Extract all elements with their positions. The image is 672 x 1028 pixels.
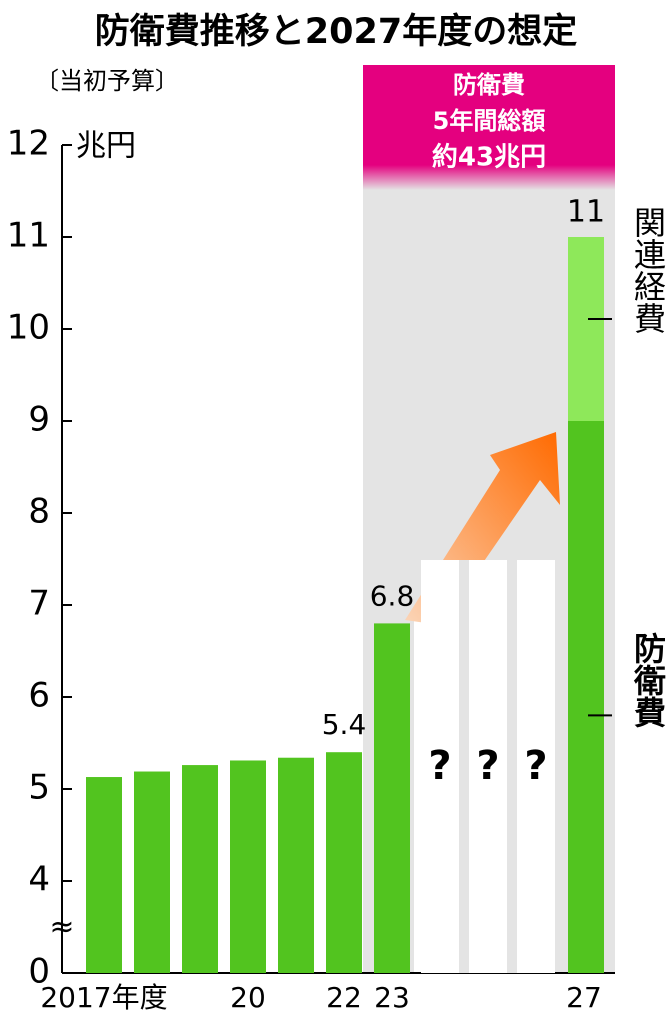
bar — [568, 237, 604, 421]
y-tick-label: 10 — [7, 308, 50, 348]
y-tick-label: 5 — [28, 768, 50, 808]
x-tick-label: 23 — [374, 981, 410, 1014]
total-label: 11 — [567, 195, 605, 230]
value-label: 6.8 — [370, 579, 415, 612]
chart-title: 防衛費推移と2027年度の想定 — [95, 12, 577, 52]
y-tick-label: 6 — [28, 676, 50, 716]
y-axis-label: 兆円 — [76, 129, 136, 164]
legend-label: 関連経費 — [629, 206, 667, 334]
missing-marker: ? — [428, 743, 451, 789]
missing-marker: ? — [524, 743, 547, 789]
x-tick-label: 27 — [566, 981, 602, 1014]
subtitle: 〔当初予算〕 — [35, 67, 179, 95]
annotation-line: 約43兆円 — [432, 142, 546, 173]
y-tick-label: 7 — [28, 584, 50, 624]
y-tick-label: 8 — [28, 492, 50, 532]
y-tick-label: 9 — [28, 400, 50, 440]
y-tick-label: 4 — [28, 860, 50, 900]
y-tick-label: 0 — [28, 952, 50, 992]
stripe — [459, 560, 469, 973]
axis-break: ≈ — [49, 910, 74, 945]
value-label: 5.4 — [322, 708, 367, 741]
missing-marker: ? — [476, 743, 499, 789]
annotation-box — [363, 65, 615, 190]
bar — [230, 760, 266, 973]
bar — [374, 623, 410, 973]
annotation-line: 防衛費 — [453, 71, 525, 99]
x-tick-label: 22 — [326, 981, 362, 1014]
bar — [182, 765, 218, 973]
bar — [326, 752, 362, 973]
bar — [568, 421, 604, 973]
stripe-gap — [517, 560, 555, 973]
y-tick-label: 11 — [7, 216, 50, 256]
bar — [134, 771, 170, 973]
x-tick-label: 20 — [230, 981, 266, 1014]
x-tick-label: 2017年度 — [40, 981, 167, 1014]
stripe-gap — [469, 560, 507, 973]
stripe-gap — [414, 610, 424, 973]
y-tick-label: 12 — [7, 124, 50, 164]
annotation-line: 5年間総額 — [433, 107, 546, 135]
legend-label: 防衛費 — [629, 632, 667, 728]
bar — [86, 777, 122, 973]
stripe-gap — [421, 560, 459, 973]
bar — [278, 757, 314, 973]
stripe — [507, 560, 517, 973]
